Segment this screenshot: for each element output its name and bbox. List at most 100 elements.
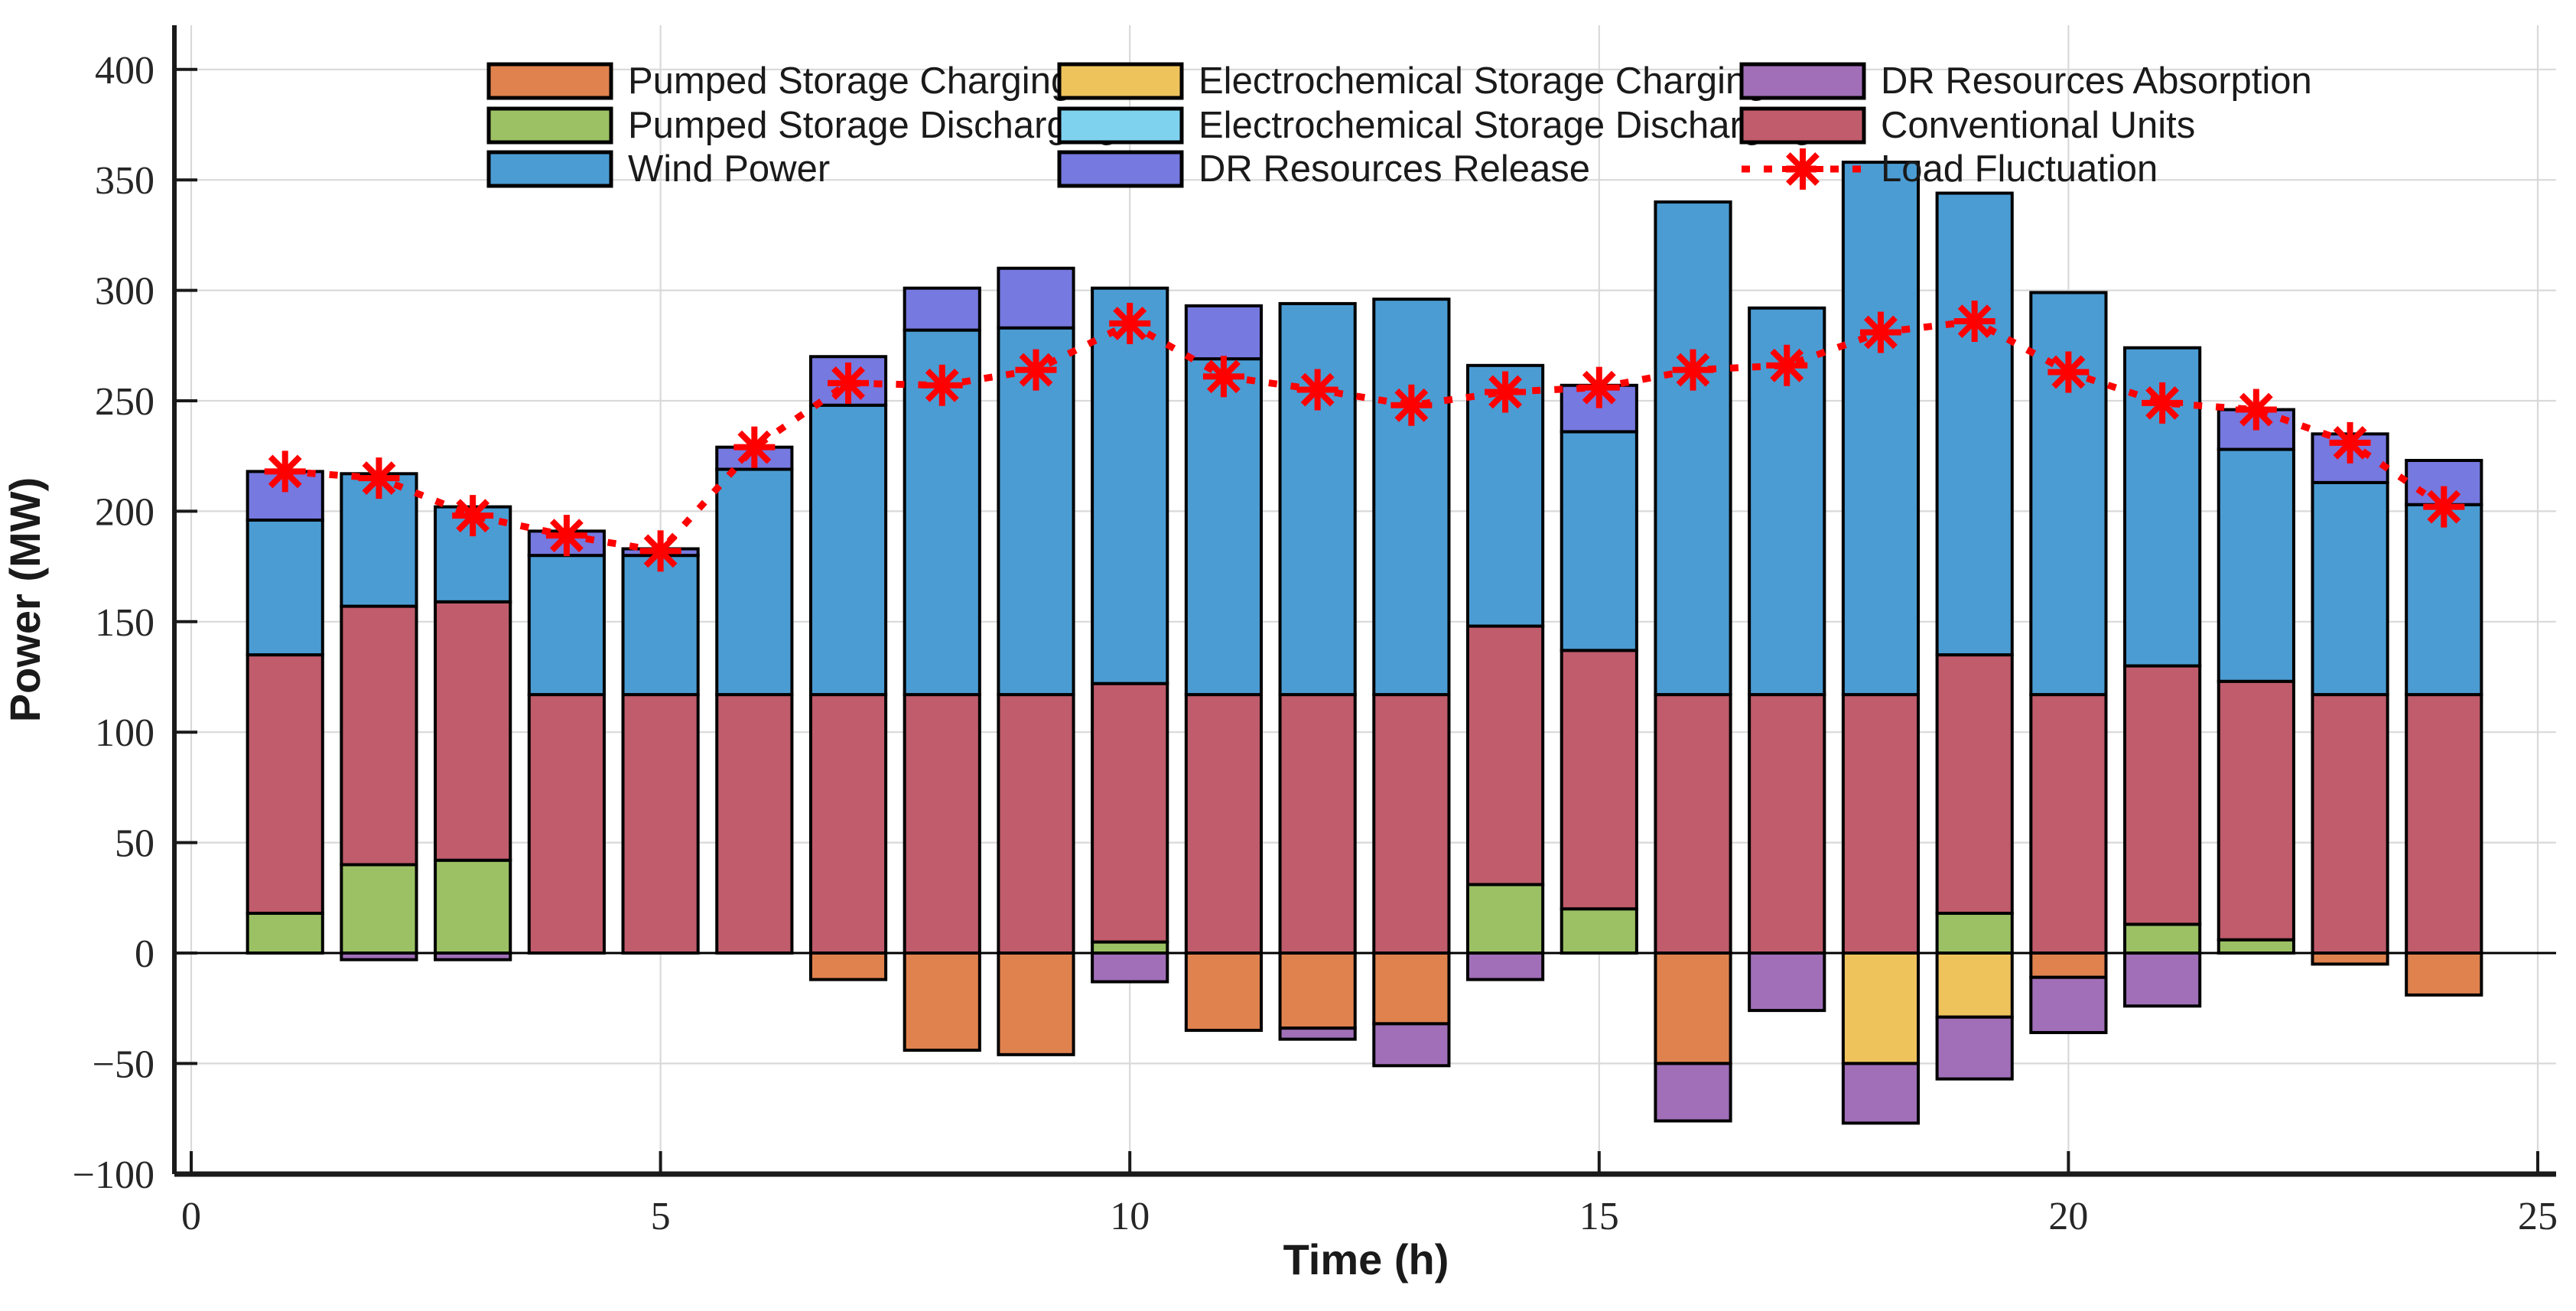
load-marker-spoke	[2051, 355, 2086, 389]
bar-segment-conventional-units	[340, 604, 418, 867]
load-marker-spoke	[925, 368, 959, 402]
bar-segment-wind-power	[1278, 301, 1357, 697]
bar-segment-dr-resources-absorption	[2123, 952, 2202, 1008]
bar-segment-pumped-storage-charging	[808, 952, 888, 981]
bar-segment-conventional-units	[1465, 624, 1545, 886]
load-marker	[733, 426, 776, 468]
load-marker-spoke	[1394, 388, 1429, 422]
bar-segment-pumped-storage-discharging	[1091, 940, 1169, 955]
bar-segment-pumped-storage-discharging	[340, 863, 418, 955]
bar-segment-wind-power	[1654, 200, 1732, 697]
bar-segment-conventional-units	[1841, 693, 1921, 955]
bar-segment-pumped-storage-discharging	[246, 912, 324, 955]
bar-segment-electrochemical-storage-charging	[1841, 952, 1921, 1065]
load-marker	[1782, 148, 1823, 190]
load-marker-spoke	[1864, 315, 1898, 350]
legend-label: DR Resources Release	[1199, 148, 1590, 190]
load-marker	[264, 451, 306, 493]
load-line	[285, 317, 2446, 555]
load-marker-spoke	[1786, 152, 1820, 186]
y-tick-label: 400	[95, 49, 154, 93]
y-tick-label: 100	[95, 711, 154, 755]
legend-swatch	[1057, 62, 1184, 100]
load-marker-spoke	[362, 461, 396, 496]
bar-segment-conventional-units	[1091, 682, 1169, 944]
legend-item-pumped-storage-charging: Pumped Storage Charging	[486, 60, 1072, 102]
legend-swatch	[486, 106, 613, 145]
bar-segment-conventional-units	[903, 693, 981, 955]
bar-segment-wind-power	[1935, 191, 2014, 657]
load-marker-spoke	[1206, 359, 1241, 394]
bar-segment-dr-resources-absorption	[1935, 1015, 2014, 1081]
legend-swatch	[1739, 62, 1866, 100]
y-tick-label: 150	[95, 601, 154, 645]
bar-segment-conventional-units	[527, 693, 606, 955]
load-marker-spoke	[1113, 306, 1147, 340]
load-marker	[545, 515, 587, 557]
bar-segment-pumped-storage-charging	[1654, 952, 1732, 1065]
bar-segment-dr-resources-release	[1184, 304, 1264, 361]
x-tick-label: 0	[181, 1195, 201, 1238]
load-marker	[1202, 356, 1244, 398]
load-marker-spoke	[2239, 392, 2273, 427]
bar-segment-dr-resources-absorption	[1654, 1062, 1732, 1123]
bar-segment-pumped-storage-charging	[2029, 952, 2108, 979]
load-marker-spoke	[737, 430, 772, 464]
load-marker	[828, 362, 870, 404]
y-tick-label: 200	[95, 490, 154, 534]
bar-segment-conventional-units	[1560, 649, 1638, 911]
bar-segment-dr-resources-release	[903, 286, 981, 332]
load-marker-spoke	[1488, 375, 1523, 409]
y-tick-label: 350	[95, 159, 154, 203]
bar-segment-conventional-units	[2217, 679, 2295, 942]
bar-segment-conventional-units	[621, 693, 700, 955]
y-tick-label: 300	[95, 270, 154, 314]
load-marker-spoke	[2333, 425, 2367, 460]
bars-layer	[246, 161, 2483, 1125]
bar-segment-pumped-storage-discharging	[1935, 912, 2014, 955]
bar-segment-wind-power	[808, 403, 888, 697]
load-marker-spoke	[549, 519, 584, 553]
legend-item-wind-power: Wind Power	[486, 148, 830, 190]
legend-item-electrochemical-storage-charging: Electrochemical Storage Charging	[1057, 60, 1768, 102]
legend-label: Conventional Units	[1881, 105, 2195, 146]
bar-segment-pumped-storage-discharging	[1465, 883, 1545, 955]
legend-swatch	[1057, 150, 1184, 188]
load-marker	[1485, 371, 1527, 413]
load-marker	[2329, 421, 2371, 464]
y-tick-label: 0	[135, 932, 154, 976]
load-marker	[1578, 366, 1620, 408]
bar-segment-conventional-units	[2311, 693, 2389, 955]
bar-segment-conventional-units	[715, 693, 794, 955]
bar-segment-conventional-units	[2029, 693, 2108, 955]
bar-segment-dr-resources-absorption	[1278, 1026, 1357, 1041]
y-tick-label: 50	[115, 822, 154, 866]
load-marker	[2423, 486, 2465, 528]
legend-label: Pumped Storage Charging	[628, 60, 1072, 102]
x-tick-label: 20	[2048, 1195, 2088, 1238]
bar-segment-pumped-storage-charging	[1278, 952, 1357, 1030]
load-marker-spoke	[2145, 385, 2180, 420]
legend-item-load-fluctuation: Load Fluctuation	[1742, 148, 2158, 190]
bar-segment-pumped-storage-discharging	[434, 858, 512, 955]
legend-label: Load Fluctuation	[1881, 148, 2158, 190]
load-marker	[639, 530, 681, 572]
bar-segment-wind-power	[1465, 363, 1545, 628]
bar-segment-conventional-units	[2405, 693, 2483, 955]
bar-segment-pumped-storage-charging	[1372, 952, 1451, 1026]
load-marker-spoke	[1300, 372, 1335, 407]
x-tick-label: 15	[1579, 1195, 1619, 1238]
bar-segment-pumped-storage-charging	[903, 952, 981, 1052]
bar-segment-wind-power	[246, 518, 324, 657]
legend-swatch	[1057, 106, 1184, 145]
bar-segment-wind-power	[2405, 503, 2483, 697]
bar-segment-dr-resources-absorption	[1091, 952, 1169, 984]
legend-label: Electrochemical Storage Charging	[1199, 60, 1768, 102]
bar-segment-conventional-units	[1748, 693, 1826, 955]
y-tick-label: 250	[95, 380, 154, 424]
bar-segment-conventional-units	[1935, 653, 2014, 916]
load-marker	[358, 457, 400, 499]
bar-segment-wind-power	[340, 472, 418, 608]
